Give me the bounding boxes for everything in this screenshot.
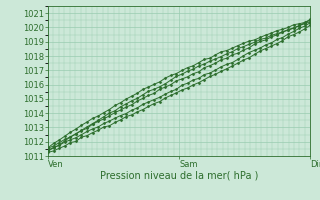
X-axis label: Pression niveau de la mer( hPa ): Pression niveau de la mer( hPa ) xyxy=(100,171,258,181)
